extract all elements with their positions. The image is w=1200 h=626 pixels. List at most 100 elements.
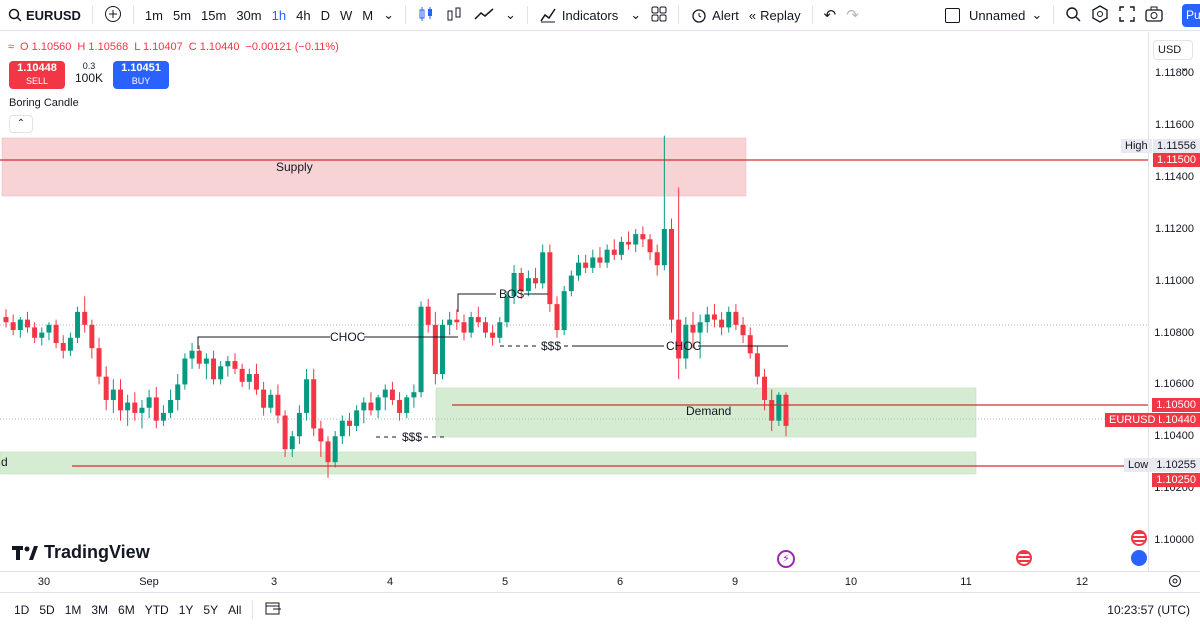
quantity-value[interactable]: 100K — [74, 71, 104, 85]
timeframe-dropdown[interactable]: ⌄ — [378, 7, 399, 23]
demand-zone[interactable] — [435, 387, 977, 438]
publish-button[interactable]: Pu — [1182, 4, 1200, 27]
chart-type-button[interactable] — [412, 5, 440, 26]
candle[interactable] — [754, 345, 760, 385]
candle[interactable] — [697, 314, 703, 359]
candle[interactable] — [490, 324, 496, 346]
snapshot-button[interactable] — [1140, 6, 1168, 25]
candle[interactable] — [24, 311, 30, 333]
candle[interactable] — [32, 322, 38, 343]
layout-selector[interactable]: Unnamed ⌄ — [940, 0, 1047, 31]
range-6m[interactable]: 6M — [118, 602, 135, 617]
candle[interactable] — [368, 392, 374, 416]
candle[interactable] — [82, 296, 88, 333]
range-3m[interactable]: 3M — [91, 602, 109, 617]
candle[interactable] — [168, 389, 174, 419]
candle[interactable] — [633, 228, 639, 253]
candle[interactable] — [776, 392, 782, 426]
candle[interactable] — [518, 267, 524, 299]
quick-search-button[interactable] — [1060, 6, 1086, 25]
timeframe-1h[interactable]: 1h — [271, 7, 287, 23]
symbol-search[interactable]: EURUSD — [0, 0, 86, 31]
candle[interactable] — [404, 394, 410, 419]
indicators-button[interactable]: Indicators ⌄ — [534, 0, 646, 31]
candle[interactable] — [375, 394, 381, 419]
range-1d[interactable]: 1D — [14, 602, 30, 617]
candle[interactable] — [497, 317, 503, 343]
timeframe-5m[interactable]: 5m — [172, 7, 192, 23]
candle[interactable] — [268, 389, 274, 413]
candle[interactable] — [461, 314, 467, 341]
timeframe-M[interactable]: M — [362, 7, 374, 23]
candle[interactable] — [418, 301, 424, 398]
candle[interactable] — [110, 379, 116, 413]
candle[interactable] — [189, 342, 195, 369]
candle[interactable] — [704, 306, 710, 333]
fullscreen-button[interactable] — [1114, 5, 1140, 25]
liquidity-label-1[interactable]: $$$ — [402, 430, 422, 444]
buy-button[interactable]: 1.10451 BUY — [113, 61, 169, 89]
candle[interactable] — [17, 317, 23, 338]
timeframe-1m[interactable]: 1m — [144, 7, 163, 23]
candle[interactable] — [561, 285, 567, 336]
candle[interactable] — [397, 392, 403, 421]
candle[interactable] — [132, 392, 138, 421]
bos-line[interactable] — [457, 293, 496, 312]
candle[interactable] — [504, 291, 510, 328]
candle[interactable] — [282, 410, 288, 457]
candle[interactable] — [382, 384, 388, 411]
candle[interactable] — [39, 327, 45, 346]
candle[interactable] — [411, 384, 417, 408]
range-ytd[interactable]: YTD — [144, 602, 169, 617]
candle[interactable] — [175, 374, 181, 411]
candle[interactable] — [611, 239, 617, 261]
candle[interactable] — [389, 381, 395, 406]
timeframe-W[interactable]: W — [339, 7, 353, 23]
candle[interactable] — [239, 363, 245, 388]
demand-zone-lower[interactable] — [0, 451, 977, 475]
chart-pane[interactable]: Supply Demand d CHOC BOS CHOC $$$ $$$ ≈ … — [0, 32, 1148, 571]
us-flag-icon[interactable] — [1131, 530, 1147, 546]
redo-button[interactable]: ↷ — [841, 6, 864, 24]
replay-button[interactable]: « Replay — [744, 0, 806, 31]
candle[interactable] — [447, 311, 453, 336]
candle[interactable] — [626, 231, 632, 250]
candle[interactable] — [318, 420, 324, 457]
events-icon[interactable]: ⚡ — [777, 550, 795, 568]
candle[interactable] — [676, 187, 682, 380]
axis-settings-button[interactable] — [1168, 574, 1182, 591]
candle[interactable] — [547, 244, 553, 312]
demand-left-label[interactable]: d — [1, 455, 8, 469]
sell-button[interactable]: 1.10448 SELL — [9, 61, 65, 89]
candle[interactable] — [719, 311, 725, 336]
candle[interactable] — [75, 306, 81, 343]
candle[interactable] — [468, 311, 474, 338]
candle[interactable] — [762, 368, 768, 411]
bos-label[interactable]: BOS — [499, 287, 524, 301]
candle[interactable] — [117, 379, 123, 421]
collapse-indicators-button[interactable]: ⌃ — [9, 115, 33, 133]
choc-label-1[interactable]: CHOC — [330, 330, 366, 344]
candle[interactable] — [654, 244, 660, 276]
candle[interactable] — [597, 247, 603, 268]
candle[interactable] — [640, 226, 646, 248]
candle[interactable] — [46, 322, 52, 341]
candle[interactable] — [311, 368, 317, 437]
candle[interactable] — [475, 306, 481, 328]
time-axis[interactable]: 30 Sep 3 4 5 6 9 10 11 12 — [0, 571, 1200, 591]
timeframe-4h[interactable]: 4h — [296, 7, 311, 23]
candle[interactable] — [711, 304, 717, 328]
candle[interactable] — [740, 317, 746, 343]
candle[interactable] — [67, 332, 73, 356]
candle[interactable] — [182, 353, 188, 390]
collapse-legend-icon[interactable]: ≈ — [8, 41, 15, 53]
goto-date-button[interactable] — [259, 600, 287, 619]
candle[interactable] — [425, 298, 431, 333]
price-axis[interactable]: USD ⌄ 1.11800 1.11600 1.11400 1.11200 1.1100… — [1131, 32, 1200, 571]
candle[interactable] — [246, 368, 252, 390]
candle[interactable] — [261, 381, 267, 416]
candle[interactable] — [454, 309, 460, 331]
candle[interactable] — [339, 415, 345, 445]
candle[interactable] — [647, 234, 653, 261]
candle[interactable] — [669, 218, 675, 333]
